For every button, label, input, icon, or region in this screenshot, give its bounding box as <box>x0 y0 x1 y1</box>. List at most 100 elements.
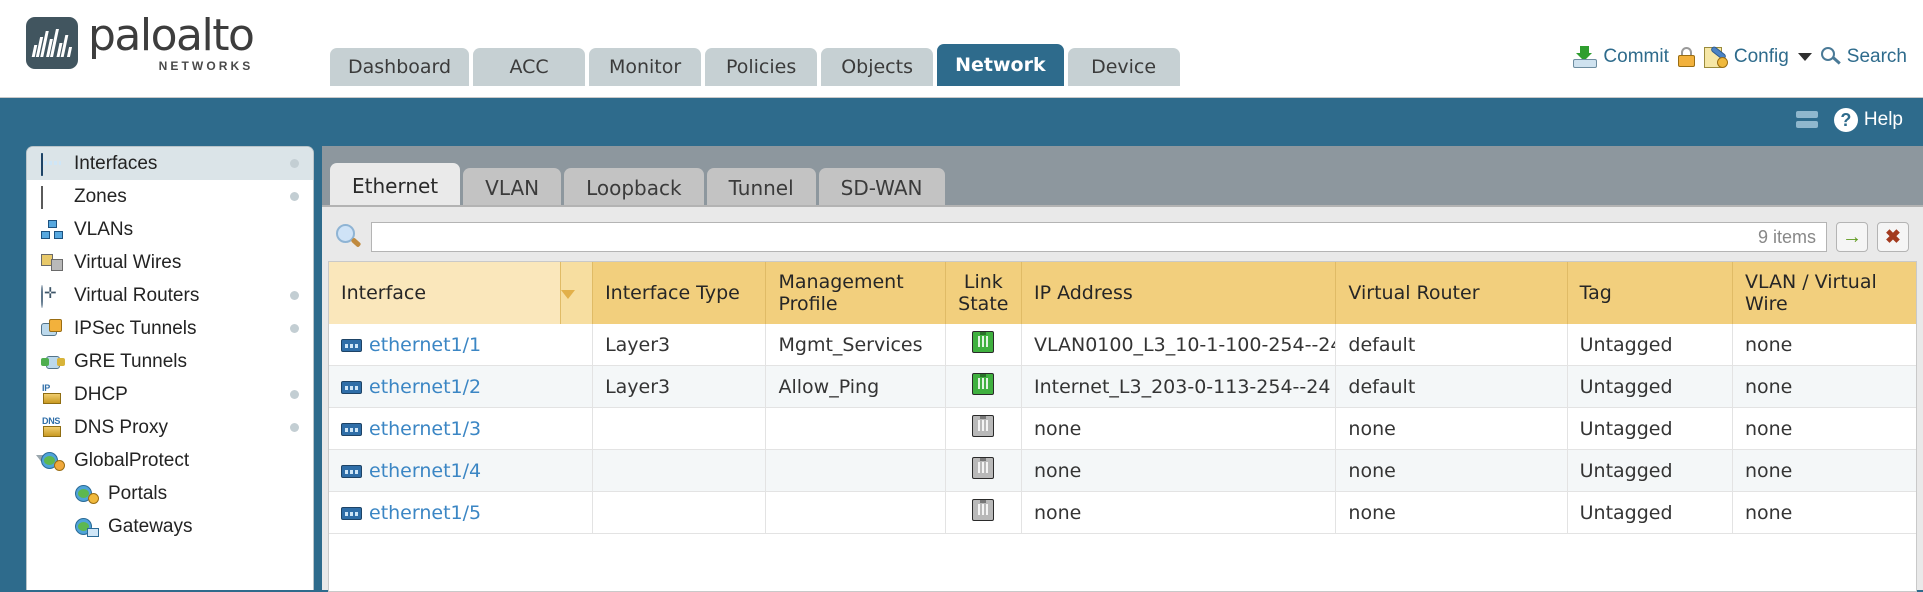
sidebar-item-portals[interactable]: Portals <box>27 477 313 510</box>
interface-link[interactable]: ethernet1/5 <box>369 501 482 524</box>
sidebar-item-zones[interactable]: Zones <box>27 180 313 213</box>
sidebar-item-ipsec-tunnels[interactable]: IPSec Tunnels <box>27 312 313 345</box>
main-tab-network[interactable]: Network <box>937 44 1064 86</box>
main-tab-policies[interactable]: Policies <box>705 48 818 86</box>
sidebar-item-label: Virtual Wires <box>74 251 182 273</box>
table-row[interactable]: ethernet1/3 none none Untagged none <box>329 407 1916 450</box>
tab-label: Ethernet <box>352 173 439 198</box>
filter-search-icon <box>336 224 362 250</box>
column-header-label: Interface Type <box>605 282 740 304</box>
column-header-tag[interactable]: Tag <box>1567 262 1733 324</box>
interface-link[interactable]: ethernet1/3 <box>369 417 482 440</box>
commit-button[interactable]: Commit <box>1573 46 1669 68</box>
interface-link[interactable]: ethernet1/4 <box>369 459 482 482</box>
paloalto-logo-icon <box>26 17 78 69</box>
sidebar-item-label: Virtual Routers <box>74 284 200 306</box>
main-tab-objects[interactable]: Objects <box>821 48 934 86</box>
sidebar-item-label: DHCP <box>74 383 128 405</box>
cell-tag: Untagged <box>1567 324 1733 366</box>
apply-filter-button[interactable]: → <box>1836 222 1868 252</box>
portals-icon <box>75 484 99 504</box>
sidebar-item-virtual-routers[interactable]: Virtual Routers <box>27 279 313 312</box>
virtual-wires-icon <box>41 253 65 273</box>
main-tab-acc[interactable]: ACC <box>473 48 586 86</box>
config-label: Config <box>1733 46 1789 67</box>
link-state-up-icon <box>972 331 995 353</box>
chevron-down-icon <box>1797 53 1812 61</box>
cell-interface[interactable]: ethernet1/2 <box>329 365 594 408</box>
brand-name: paloalto <box>88 10 255 61</box>
header-actions: Commit Config Search <box>1573 44 1907 68</box>
cell-management-profile <box>765 407 946 450</box>
tab-vlan[interactable]: VLAN <box>463 168 562 208</box>
table-row[interactable]: ethernet1/5 none none Untagged none <box>329 491 1916 534</box>
cell-management-profile: Allow_Ping <box>765 365 946 408</box>
interface-link[interactable]: ethernet1/2 <box>369 375 482 398</box>
link-state-up-icon <box>972 373 995 395</box>
refresh-icon[interactable] <box>1794 109 1820 131</box>
sidebar-item-status-dot <box>290 192 299 201</box>
search-button[interactable]: Search <box>1820 46 1907 68</box>
filter-input[interactable]: 9 items <box>371 222 1827 252</box>
commit-label: Commit <box>1603 46 1669 67</box>
sidebar-item-label: Zones <box>74 185 127 207</box>
main-tab-dashboard[interactable]: Dashboard <box>330 48 470 86</box>
cell-interface[interactable]: ethernet1/5 <box>329 491 594 534</box>
cell-interface[interactable]: ethernet1/4 <box>329 449 594 492</box>
table-row[interactable]: ethernet1/1 Layer3 Mgmt_Services VLAN0100_L… <box>329 324 1916 366</box>
help-label: Help <box>1863 109 1903 130</box>
cell-virtual-router: default <box>1335 324 1568 366</box>
help-button[interactable]: ? Help <box>1833 108 1903 132</box>
tab-loopback[interactable]: Loopback <box>564 168 704 208</box>
column-header-virtual-router[interactable]: Virtual Router <box>1335 262 1568 324</box>
config-dropdown[interactable]: Config <box>1703 44 1812 68</box>
main-tab-label: Monitor <box>608 56 682 78</box>
column-header-label: Link State <box>958 271 1009 315</box>
cell-vlan-wire: none <box>1732 324 1916 366</box>
main-tab-device[interactable]: Device <box>1067 48 1180 86</box>
sidebar-item-gateways[interactable]: Gateways <box>27 510 313 543</box>
sidebar-item-vlans[interactable]: VLANs <box>27 213 313 246</box>
sidebar-item-globalprotect[interactable]: GlobalProtect <box>27 444 313 477</box>
sort-indicator[interactable] <box>560 262 594 324</box>
interface-icon <box>341 422 362 436</box>
cell-vlan-wire: none <box>1732 365 1916 408</box>
cell-link-state <box>945 407 1022 450</box>
column-header-interface-type[interactable]: Interface Type <box>592 262 767 324</box>
app-header: paloalto NETWORKS Dashboard ACC Monitor Pol… <box>0 0 1923 98</box>
main-tab-label: Dashboard <box>348 56 452 78</box>
column-header-vlan-virtual-wire[interactable]: VLAN / Virtual Wire <box>1732 262 1916 324</box>
sidebar-item-gre-tunnels[interactable]: GRE Tunnels <box>27 345 313 378</box>
table-row[interactable]: ethernet1/2 Layer3 Allow_Ping Internet_L3_2… <box>329 365 1916 408</box>
table-row[interactable]: ethernet1/4 none none Untagged none <box>329 449 1916 492</box>
cell-link-state <box>945 365 1022 408</box>
cell-tag: Untagged <box>1567 407 1733 450</box>
cell-interface[interactable]: ethernet1/1 <box>329 324 594 366</box>
tab-sd-wan[interactable]: SD-WAN <box>818 168 945 208</box>
tab-ethernet[interactable]: Ethernet <box>330 163 461 208</box>
column-header-management-profile[interactable]: Management Profile <box>765 262 946 324</box>
cell-interface[interactable]: ethernet1/3 <box>329 407 594 450</box>
cell-tag: Untagged <box>1567 449 1733 492</box>
sidebar-item-label: Portals <box>108 482 168 504</box>
column-header-label: Tag <box>1579 282 1612 304</box>
interfaces-table-wrap[interactable]: Interface Interface Type Management Profil… <box>328 261 1917 592</box>
sidebar-item-virtual-wires[interactable]: Virtual Wires <box>27 246 313 279</box>
sidebar-item-label: DNS Proxy <box>74 416 168 438</box>
search-icon <box>1820 47 1841 67</box>
column-header-interface[interactable]: Interface <box>329 262 561 324</box>
interface-icon <box>341 380 362 394</box>
tab-tunnel[interactable]: Tunnel <box>706 168 816 208</box>
gre-tunnels-icon <box>41 352 65 372</box>
column-header-link-state[interactable]: Link State <box>945 262 1022 324</box>
sidebar-item-interfaces[interactable]: Interfaces <box>27 147 313 180</box>
sidebar-item-dns-proxy[interactable]: DNS DNS Proxy <box>27 411 313 444</box>
main-tab-monitor[interactable]: Monitor <box>589 48 702 86</box>
lock-icon[interactable] <box>1677 47 1695 67</box>
column-header-ip-address[interactable]: IP Address <box>1021 262 1337 324</box>
brand-logo: paloalto NETWORKS <box>26 10 255 72</box>
column-header-label: IP Address <box>1033 282 1133 304</box>
sidebar-item-dhcp[interactable]: IP DHCP <box>27 378 313 411</box>
interface-link[interactable]: ethernet1/1 <box>369 333 482 356</box>
clear-filter-button[interactable]: ✖ <box>1877 222 1909 252</box>
